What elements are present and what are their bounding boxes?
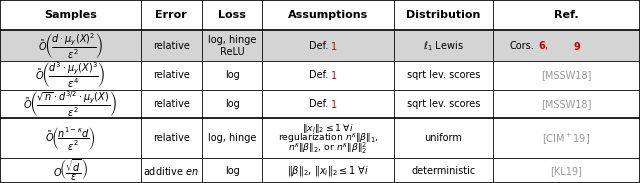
Text: $1$: $1$ (330, 98, 337, 110)
Text: relative: relative (153, 41, 189, 51)
Text: $\|\beta\|_2,\,\|x_i\|_2 \leq 1\;\forall i$: $\|\beta\|_2,\,\|x_i\|_2 \leq 1\;\forall… (287, 164, 369, 178)
Text: $1$: $1$ (330, 70, 337, 81)
Text: relative: relative (153, 99, 189, 109)
Text: $\mathbf{9}$: $\mathbf{9}$ (573, 40, 581, 52)
Text: Distribution: Distribution (406, 10, 481, 20)
Text: Ref.: Ref. (554, 10, 579, 20)
Text: deterministic: deterministic (411, 166, 476, 176)
Text: Loss: Loss (218, 10, 246, 20)
Text: $\tilde{O}\!\left(\dfrac{d\cdot\mu_y(X)^2}{\epsilon^2}\right)$: $\tilde{O}\!\left(\dfrac{d\cdot\mu_y(X)^… (38, 31, 103, 61)
Text: [MSSW18]: [MSSW18] (541, 70, 591, 81)
Text: additive $\mathit{en}$: additive $\mathit{en}$ (143, 165, 199, 177)
Text: $\tilde{O}\!\left(\dfrac{n^{1-\kappa}d}{\epsilon^2}\right)$: $\tilde{O}\!\left(\dfrac{n^{1-\kappa}d}{… (45, 125, 96, 152)
Text: Cors.: Cors. (509, 41, 534, 51)
Text: Def.: Def. (308, 41, 328, 51)
Text: $\ell_1$ Lewis: $\ell_1$ Lewis (423, 39, 463, 53)
Text: [MSSW18]: [MSSW18] (541, 99, 591, 109)
Text: $\tilde{O}\!\left(\dfrac{d^3\cdot\mu_y(X)^3}{\epsilon^4}\right)$: $\tilde{O}\!\left(\dfrac{d^3\cdot\mu_y(X… (35, 61, 106, 90)
Text: relative: relative (153, 133, 189, 143)
Text: Def.: Def. (308, 70, 328, 81)
Text: log: log (225, 70, 239, 81)
Text: sqrt lev. scores: sqrt lev. scores (406, 70, 480, 81)
Text: $\|x_i\|_2 \leq 1\;\forall i$: $\|x_i\|_2 \leq 1\;\forall i$ (302, 122, 354, 135)
Text: Assumptions: Assumptions (288, 10, 368, 20)
Text: log, hinge
ReLU: log, hinge ReLU (208, 35, 256, 57)
Text: log, hinge: log, hinge (208, 133, 256, 143)
Text: sqrt lev. scores: sqrt lev. scores (406, 99, 480, 109)
Text: Error: Error (156, 10, 187, 20)
Text: $\mathbf{6}$,: $\mathbf{6}$, (538, 39, 548, 52)
Text: [KL19]: [KL19] (550, 166, 582, 176)
Text: [CIM$^+$19]: [CIM$^+$19] (542, 131, 591, 146)
Text: Def.: Def. (308, 99, 328, 109)
Text: $O\!\left(\dfrac{\sqrt{d}}{\epsilon}\right)$: $O\!\left(\dfrac{\sqrt{d}}{\epsilon}\rig… (53, 158, 88, 183)
Text: $\tilde{O}\!\left(\dfrac{\sqrt{n}\cdot d^{3/2}\cdot\mu_y(X)}{\epsilon^2}\right)$: $\tilde{O}\!\left(\dfrac{\sqrt{n}\cdot d… (24, 89, 117, 119)
Text: log: log (225, 99, 239, 109)
Text: uniform: uniform (424, 133, 462, 143)
Bar (0, 30, 640, 61)
Text: regularization $n^\kappa\|\beta\|_1$,: regularization $n^\kappa\|\beta\|_1$, (278, 131, 378, 145)
Text: Samples: Samples (44, 10, 97, 20)
Text: log: log (225, 166, 239, 176)
Text: $1$: $1$ (330, 40, 337, 52)
Text: relative: relative (153, 70, 189, 81)
Text: $n^\kappa\|\beta\|_2$, or $n^\kappa\|\beta\|_2^2$: $n^\kappa\|\beta\|_2$, or $n^\kappa\|\be… (289, 141, 367, 156)
